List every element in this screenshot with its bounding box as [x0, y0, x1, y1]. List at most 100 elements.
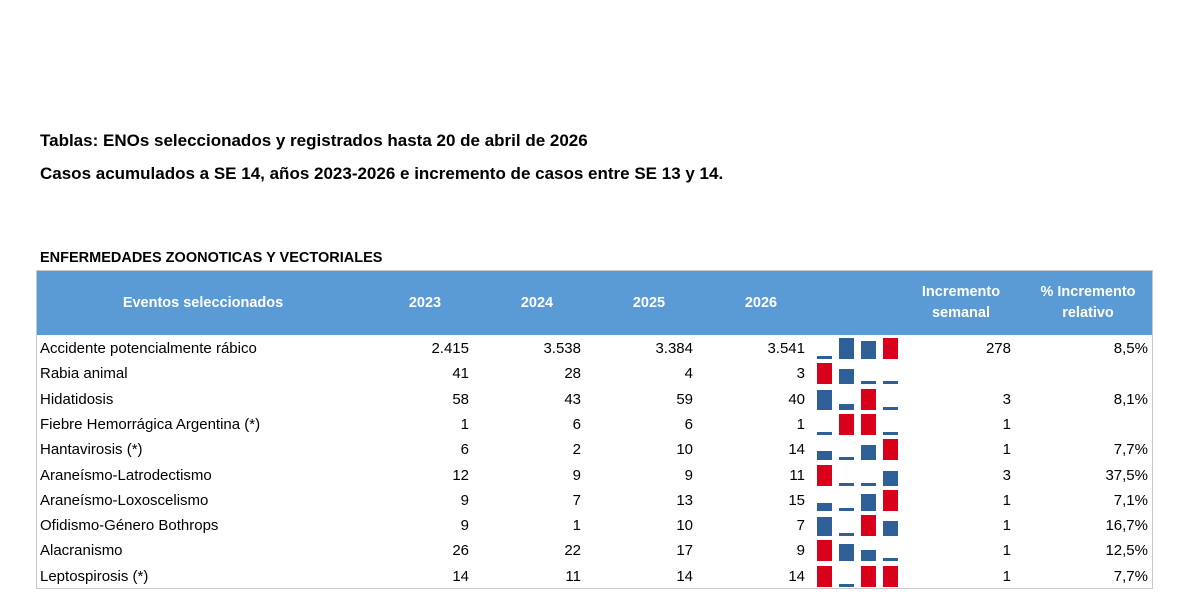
sparkline-bar [839, 583, 854, 587]
sparkline-bar [883, 470, 898, 486]
cell-relative-increase [1047, 412, 1148, 437]
sparkline-bar [839, 369, 854, 385]
sparkline-bar [861, 565, 876, 587]
header-relative-line1: % Incremento [1040, 284, 1136, 300]
cell-weekly-increase: 278 [985, 340, 1011, 357]
cell-2023: 58 [452, 390, 469, 408]
cell-weekly-increase: 1 [1002, 415, 1011, 433]
table-row: Ofidismo-Género Bothrops 9 1 10 7 1 16,7% [37, 513, 1152, 538]
cell-2024: 11 [565, 567, 581, 585]
table-row: Alacranismo 26 22 17 9 1 12,5% [37, 538, 1152, 563]
sparkline-bar [861, 482, 876, 486]
cell-2024: 9 [572, 466, 581, 484]
cell-2025: 10 [676, 441, 693, 459]
table-row: Leptospirosis (*) 14 11 14 14 1 7,7% [37, 564, 1152, 589]
sparkline-bar [861, 493, 876, 511]
header-weekly-line2: semanal [931, 305, 991, 321]
cell-weekly-increase: 1 [1002, 567, 1011, 585]
table-row: Araneísmo-Latrodectismo 12 9 9 11 3 37,5% [37, 463, 1152, 488]
sparkline-bar [861, 413, 876, 435]
sparkline-bar [817, 431, 832, 435]
sparkline-bar [883, 439, 898, 461]
cell-weekly-increase: 1 [1002, 491, 1011, 509]
sparkline-bar [861, 515, 876, 537]
cell-2023: 9 [460, 517, 469, 535]
cell-event-name: Ofidismo-Género Bothrops [40, 517, 219, 535]
sparkline-bar [883, 406, 898, 410]
cell-2024: 2 [572, 441, 581, 459]
cell-2026: 1 [796, 415, 805, 433]
sparkline-bar [817, 451, 832, 461]
sparkline-bar [883, 381, 898, 385]
sparkline-bar [861, 341, 876, 359]
sparkline-bar [817, 565, 832, 587]
header-relative-line2: relativo [1062, 305, 1114, 321]
page-title: Tablas: ENOs seleccionados y registrados… [40, 131, 588, 150]
cell-relative-increase: 7,1% [1113, 491, 1148, 509]
cell-2026: 3.541 [767, 340, 805, 357]
cell-2026: 3 [796, 365, 805, 383]
cell-event-name: Araneísmo-Loxoscelismo [40, 491, 209, 509]
cell-2026: 9 [796, 542, 805, 560]
sparkline-bar [839, 403, 854, 410]
table-row: Araneísmo-Loxoscelismo 9 7 13 15 1 7,1% [37, 488, 1152, 513]
cell-2024: 22 [564, 542, 581, 560]
cell-2026: 14 [788, 441, 805, 459]
cell-2023: 41 [452, 365, 469, 383]
cell-2023: 12 [452, 466, 469, 484]
cell-2025: 59 [676, 390, 693, 408]
sparkline-bar [839, 544, 854, 562]
table-row: Accidente potencialmente rábico 2.415 3.53… [37, 336, 1152, 361]
cell-event-name: Araneísmo-Latrodectismo [40, 466, 212, 484]
cell-weekly-increase: 3 [1002, 466, 1011, 484]
sparkline-bar [883, 431, 898, 435]
sparkline-bar [839, 507, 854, 511]
table-row: Hidatidosis 58 43 59 40 3 8,1% [37, 387, 1152, 412]
sparkline-bar [839, 482, 854, 486]
sparkline-bar [817, 464, 832, 486]
sparkline-bar [861, 445, 876, 461]
sparkline-bar [861, 388, 876, 410]
sparkline-bar [817, 502, 832, 511]
cell-relative-increase [1047, 361, 1148, 386]
cell-relative-increase: 7,7% [1113, 441, 1148, 459]
cell-weekly-increase: 3 [1002, 390, 1011, 408]
cell-2023: 9 [460, 491, 469, 509]
cell-2023: 2.415 [431, 340, 469, 357]
table-header: Eventos seleccionados 2023 2024 2025 202… [37, 271, 1152, 335]
cell-2023: 14 [452, 567, 469, 585]
header-2026: 2026 [744, 294, 778, 311]
cell-2025: 10 [676, 517, 693, 535]
cell-2024: 7 [572, 491, 581, 509]
sparkline-bar [817, 517, 832, 537]
events-table: Eventos seleccionados 2023 2024 2025 202… [36, 270, 1153, 589]
header-2025: 2025 [632, 294, 666, 311]
sparkline-bar [861, 381, 876, 385]
cell-2026: 40 [788, 390, 805, 408]
sparkline-bar [883, 565, 898, 587]
table-row: Fiebre Hemorrágica Argentina (*) 1 6 6 1 1 [37, 412, 1152, 437]
page-subtitle: Casos acumulados a SE 14, años 2023-2026… [40, 164, 724, 183]
cell-2023: 26 [452, 542, 469, 560]
sparkline [817, 515, 899, 537]
cell-2026: 15 [788, 491, 805, 509]
cell-2026: 11 [789, 466, 805, 484]
sparkline [817, 439, 899, 461]
sparkline-bar [861, 550, 876, 562]
sparkline-bar [839, 457, 854, 461]
cell-2024: 1 [572, 517, 581, 535]
cell-2026: 14 [788, 567, 805, 585]
header-2024: 2024 [520, 294, 554, 311]
cell-relative-increase: 8,1% [1113, 390, 1148, 408]
cell-event-name: Hidatidosis [40, 390, 114, 408]
cell-2024: 6 [572, 415, 581, 433]
cell-event-name: Accidente potencialmente rábico [40, 340, 257, 357]
cell-2024: 43 [564, 390, 581, 408]
sparkline [817, 464, 899, 486]
header-weekly-line1: Incremento [921, 284, 1001, 300]
cell-2025: 13 [676, 491, 693, 509]
cell-event-name: Fiebre Hemorrágica Argentina (*) [40, 415, 261, 433]
sparkline-bar [883, 338, 898, 359]
sparkline [817, 338, 899, 359]
header-2023: 2023 [408, 294, 442, 311]
